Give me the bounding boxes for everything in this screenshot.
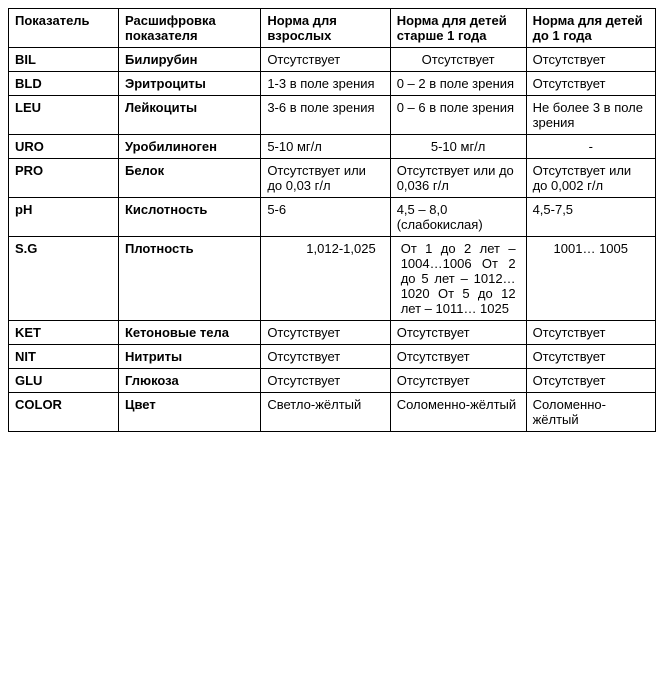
cell-child-under-1: Отсутствует bbox=[526, 345, 655, 369]
cell-adult: Отсутствует bbox=[261, 321, 390, 345]
cell-child-over-1: От 1 до 2 лет – 1004…1006 От 2 до 5 лет … bbox=[390, 237, 526, 321]
cell-adult: 1-3 в поле зрения bbox=[261, 72, 390, 96]
cell-description: Билирубин bbox=[118, 48, 260, 72]
table-row: BIL Билирубин Отсутствует Отсутствует От… bbox=[9, 48, 656, 72]
table-row: COLOR Цвет Светло-жёлтый Соломенно-жёлты… bbox=[9, 393, 656, 432]
cell-adult: 3-6 в поле зрения bbox=[261, 96, 390, 135]
table-row: KET Кетоновые тела Отсутствует Отсутству… bbox=[9, 321, 656, 345]
cell-child-over-1: Отсутствует bbox=[390, 321, 526, 345]
cell-description: Белок bbox=[118, 159, 260, 198]
cell-description: Уробилиноген bbox=[118, 135, 260, 159]
table-row: PRO Белок Отсутствует или до 0,03 г/л От… bbox=[9, 159, 656, 198]
table-row: URO Уробилиноген 5-10 мг/л 5-10 мг/л - bbox=[9, 135, 656, 159]
cell-description: Кетоновые тела bbox=[118, 321, 260, 345]
cell-child-over-1: Отсутствует bbox=[390, 369, 526, 393]
cell-child-under-1: Отсутствует или до 0,002 г/л bbox=[526, 159, 655, 198]
table-row: NIT Нитриты Отсутствует Отсутствует Отсу… bbox=[9, 345, 656, 369]
cell-indicator: COLOR bbox=[9, 393, 119, 432]
cell-indicator: S.G bbox=[9, 237, 119, 321]
cell-description: Лейкоциты bbox=[118, 96, 260, 135]
cell-adult: Отсутствует или до 0,03 г/л bbox=[261, 159, 390, 198]
cell-child-over-1: Отсутствует bbox=[390, 345, 526, 369]
cell-indicator: LEU bbox=[9, 96, 119, 135]
cell-child-under-1: Соломенно-жёлтый bbox=[526, 393, 655, 432]
cell-child-under-1: Отсутствует bbox=[526, 72, 655, 96]
cell-child-under-1: - bbox=[526, 135, 655, 159]
table-row: S.G Плотность 1,012-1,025 От 1 до 2 лет … bbox=[9, 237, 656, 321]
cell-child-over-1: Отсутствует или до 0,036 г/л bbox=[390, 159, 526, 198]
cell-adult: Отсутствует bbox=[261, 48, 390, 72]
col-header-adult: Норма для взрослых bbox=[261, 9, 390, 48]
table-header-row: Показатель Расшифровка показателя Норма … bbox=[9, 9, 656, 48]
cell-child-over-1: 4,5 – 8,0 (слабокислая) bbox=[390, 198, 526, 237]
cell-adult: Светло-жёлтый bbox=[261, 393, 390, 432]
cell-child-under-1: Не более 3 в поле зрения bbox=[526, 96, 655, 135]
cell-child-under-1: Отсутствует bbox=[526, 48, 655, 72]
cell-description: Цвет bbox=[118, 393, 260, 432]
cell-child-under-1: Отсутствует bbox=[526, 369, 655, 393]
cell-indicator: BIL bbox=[9, 48, 119, 72]
cell-child-under-1: Отсутствует bbox=[526, 321, 655, 345]
col-header-description: Расшифровка показателя bbox=[118, 9, 260, 48]
table-row: GLU Глюкоза Отсутствует Отсутствует Отсу… bbox=[9, 369, 656, 393]
cell-child-over-1: 0 – 6 в поле зрения bbox=[390, 96, 526, 135]
col-header-indicator: Показатель bbox=[9, 9, 119, 48]
cell-child-under-1: 1001… 1005 bbox=[526, 237, 655, 321]
col-header-child-over-1: Норма для детей старше 1 года bbox=[390, 9, 526, 48]
cell-description: Плотность bbox=[118, 237, 260, 321]
cell-indicator: GLU bbox=[9, 369, 119, 393]
cell-indicator: PRO bbox=[9, 159, 119, 198]
cell-description: Нитриты bbox=[118, 345, 260, 369]
urinalysis-norms-table: Показатель Расшифровка показателя Норма … bbox=[8, 8, 656, 432]
cell-indicator: BLD bbox=[9, 72, 119, 96]
cell-indicator: pH bbox=[9, 198, 119, 237]
cell-adult: 5-10 мг/л bbox=[261, 135, 390, 159]
cell-description: Кислотность bbox=[118, 198, 260, 237]
cell-adult: 5-6 bbox=[261, 198, 390, 237]
col-header-child-under-1: Норма для детей до 1 года bbox=[526, 9, 655, 48]
cell-indicator: NIT bbox=[9, 345, 119, 369]
table-body: BIL Билирубин Отсутствует Отсутствует От… bbox=[9, 48, 656, 432]
cell-child-over-1: Соломенно-жёлтый bbox=[390, 393, 526, 432]
table-row: BLD Эритроциты 1-3 в поле зрения 0 – 2 в… bbox=[9, 72, 656, 96]
cell-adult: Отсутствует bbox=[261, 345, 390, 369]
cell-child-over-1: 5-10 мг/л bbox=[390, 135, 526, 159]
cell-child-under-1: 4,5-7,5 bbox=[526, 198, 655, 237]
table-row: pH Кислотность 5-6 4,5 – 8,0 (слабокисла… bbox=[9, 198, 656, 237]
cell-description: Глюкоза bbox=[118, 369, 260, 393]
cell-adult: 1,012-1,025 bbox=[261, 237, 390, 321]
cell-adult: Отсутствует bbox=[261, 369, 390, 393]
cell-child-over-1: 0 – 2 в поле зрения bbox=[390, 72, 526, 96]
cell-indicator: URO bbox=[9, 135, 119, 159]
table-row: LEU Лейкоциты 3-6 в поле зрения 0 – 6 в … bbox=[9, 96, 656, 135]
cell-child-over-1: Отсутствует bbox=[390, 48, 526, 72]
cell-description: Эритроциты bbox=[118, 72, 260, 96]
cell-indicator: KET bbox=[9, 321, 119, 345]
